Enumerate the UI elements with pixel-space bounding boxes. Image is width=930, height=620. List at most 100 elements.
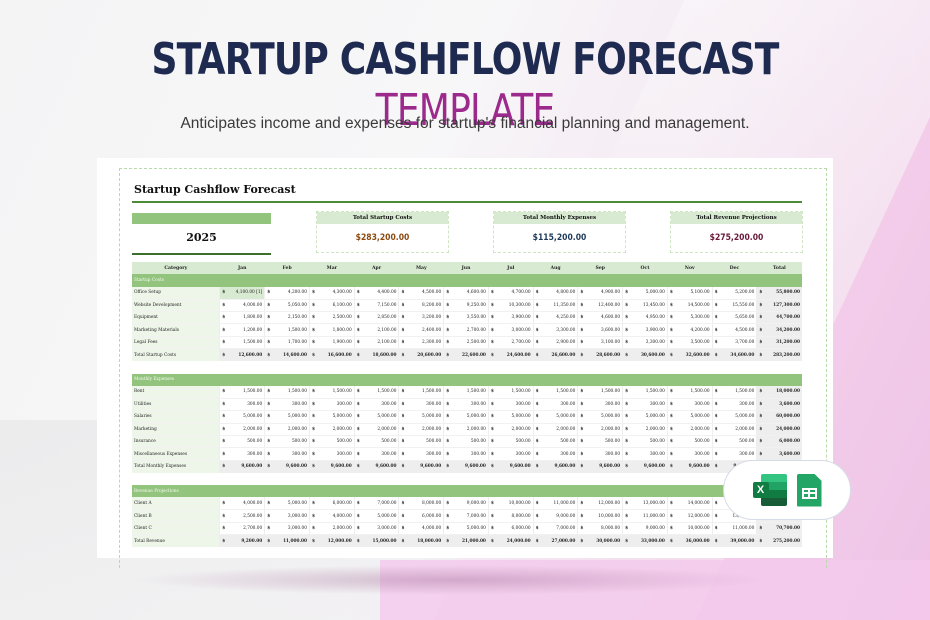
value-cell[interactable]: 2,500.00: [227, 509, 265, 523]
value-cell[interactable]: 5,000.00: [272, 497, 310, 511]
value-cell[interactable]: 11,000.00: [272, 534, 310, 547]
value-cell[interactable]: 33,000.00: [630, 534, 668, 547]
value-cell[interactable]: 2,000.00: [496, 423, 534, 436]
value-cell[interactable]: 300.00: [675, 447, 713, 461]
value-cell[interactable]: 9,600.00: [272, 460, 310, 473]
value-cell[interactable]: 4,000.00: [227, 497, 265, 511]
value-cell[interactable]: 4,900.00: [585, 286, 623, 300]
row-label[interactable]: Legal Fees: [132, 336, 220, 350]
row-label[interactable]: Utilities: [132, 398, 220, 412]
value-cell[interactable]: 7,150.00: [362, 299, 399, 313]
value-cell[interactable]: 4,250.00: [541, 311, 578, 325]
value-cell[interactable]: 24,600.00: [496, 348, 534, 362]
value-cell[interactable]: 5,100.00: [675, 286, 713, 300]
value-cell[interactable]: 5,000.00: [317, 410, 355, 424]
value-cell[interactable]: 5,000.00: [362, 509, 399, 523]
value-cell[interactable]: 5,000.00: [630, 286, 668, 300]
value-cell[interactable]: 5,000.00: [362, 410, 399, 424]
row-total-cell[interactable]: 55,800.00: [764, 286, 802, 300]
value-cell[interactable]: 11,000.00: [630, 509, 668, 523]
value-cell[interactable]: 2,000.00: [720, 423, 757, 436]
value-cell[interactable]: 4,100.00 [1]: [227, 286, 265, 300]
value-cell[interactable]: 3,000.00: [362, 522, 399, 536]
value-cell[interactable]: 5,000.00: [630, 410, 668, 424]
value-cell[interactable]: 12,600.00: [227, 348, 265, 362]
value-cell[interactable]: 300.00: [541, 447, 578, 461]
value-cell[interactable]: 26,600.00: [541, 348, 578, 362]
value-cell[interactable]: 4,800.00: [541, 286, 578, 300]
value-cell[interactable]: 10,000.00: [675, 522, 713, 536]
value-cell[interactable]: 10,000.00: [585, 509, 623, 523]
value-cell[interactable]: 7,000.00: [362, 497, 399, 511]
value-cell[interactable]: 2,500.00: [317, 311, 355, 325]
value-cell[interactable]: 11,000.00: [541, 497, 578, 511]
value-cell[interactable]: 5,000.00: [451, 522, 489, 536]
value-cell[interactable]: 2,000.00: [362, 423, 399, 436]
row-total-cell[interactable]: 31,200.00: [764, 336, 802, 350]
value-cell[interactable]: 2,000.00: [227, 423, 265, 436]
value-cell[interactable]: 500.00: [406, 435, 444, 449]
row-label[interactable]: Marketing Materials: [132, 323, 220, 337]
row-label[interactable]: Rent: [132, 385, 220, 399]
row-label[interactable]: Client C: [132, 522, 220, 536]
value-cell[interactable]: 9,600.00: [585, 460, 623, 473]
column-header-oct[interactable]: Oct: [622, 262, 668, 275]
value-cell[interactable]: 1,500.00: [227, 385, 265, 399]
value-cell[interactable]: 32,600.00: [675, 348, 713, 362]
value-cell[interactable]: 13,450.00: [630, 299, 668, 313]
value-cell[interactable]: 1,500.00: [317, 385, 355, 399]
column-header-dec[interactable]: Dec: [712, 262, 757, 275]
value-cell[interactable]: 5,000.00: [227, 410, 265, 424]
column-header-sep[interactable]: Sep: [577, 262, 623, 275]
value-cell[interactable]: 300.00: [406, 398, 444, 412]
value-cell[interactable]: 500.00: [630, 435, 668, 449]
value-cell[interactable]: 500.00: [227, 435, 265, 449]
value-cell[interactable]: 5,650.00: [720, 311, 757, 325]
value-cell[interactable]: 10,300.00: [496, 299, 534, 313]
value-cell[interactable]: 14,500.00: [675, 299, 713, 313]
value-cell[interactable]: 300.00: [362, 447, 399, 461]
row-total-cell[interactable]: 70,700.00: [764, 522, 802, 536]
row-label[interactable]: Marketing: [132, 423, 220, 436]
value-cell[interactable]: 1,500.00: [496, 385, 534, 399]
value-cell[interactable]: 500.00: [451, 435, 489, 449]
value-cell[interactable]: 8,000.00: [406, 497, 444, 511]
row-label[interactable]: Insurance: [132, 435, 220, 449]
value-cell[interactable]: 5,000.00: [675, 410, 713, 424]
value-cell[interactable]: 1,800.00: [227, 311, 265, 325]
value-cell[interactable]: 2,000.00: [451, 423, 489, 436]
row-label[interactable]: Equipment: [132, 311, 220, 325]
value-cell[interactable]: 300.00: [272, 398, 310, 412]
row-label[interactable]: Client B: [132, 509, 220, 523]
value-cell[interactable]: 9,600.00: [406, 460, 444, 473]
value-cell[interactable]: 300.00: [362, 398, 399, 412]
value-cell[interactable]: 500.00: [541, 435, 578, 449]
value-cell[interactable]: 2,700.00: [496, 336, 534, 350]
column-header-mar[interactable]: Mar: [309, 262, 355, 275]
value-cell[interactable]: 300.00: [675, 398, 713, 412]
value-cell[interactable]: 39,000.00: [720, 534, 757, 547]
value-cell[interactable]: 4,700.00: [496, 286, 534, 300]
value-cell[interactable]: 9,600.00: [362, 460, 399, 473]
value-cell[interactable]: 2,000.00: [406, 423, 444, 436]
value-cell[interactable]: 4,500.00: [406, 286, 444, 300]
value-cell[interactable]: 2,000.00: [272, 423, 310, 436]
value-cell[interactable]: 9,600.00: [541, 460, 578, 473]
value-cell[interactable]: 300.00: [496, 447, 534, 461]
value-cell[interactable]: 1,500.00: [451, 385, 489, 399]
value-cell[interactable]: 4,200.00: [675, 323, 713, 337]
value-cell[interactable]: 22,600.00: [451, 348, 489, 362]
value-cell[interactable]: 2,900.00: [541, 336, 578, 350]
value-cell[interactable]: 2,300.00: [406, 336, 444, 350]
row-total-cell[interactable]: 127,300.00: [764, 299, 802, 313]
value-cell[interactable]: 6,000.00: [406, 509, 444, 523]
value-cell[interactable]: 500.00: [720, 435, 757, 449]
value-cell[interactable]: 12,000.00: [317, 534, 355, 547]
value-cell[interactable]: 500.00: [317, 435, 355, 449]
value-cell[interactable]: 5,000.00: [541, 410, 578, 424]
value-cell[interactable]: 300.00: [496, 398, 534, 412]
column-header-nov[interactable]: Nov: [667, 262, 713, 275]
value-cell[interactable]: 3,000.00: [272, 509, 310, 523]
row-total-cell[interactable]: 3,600.00: [764, 398, 802, 412]
value-cell[interactable]: 34,600.00: [720, 348, 757, 362]
